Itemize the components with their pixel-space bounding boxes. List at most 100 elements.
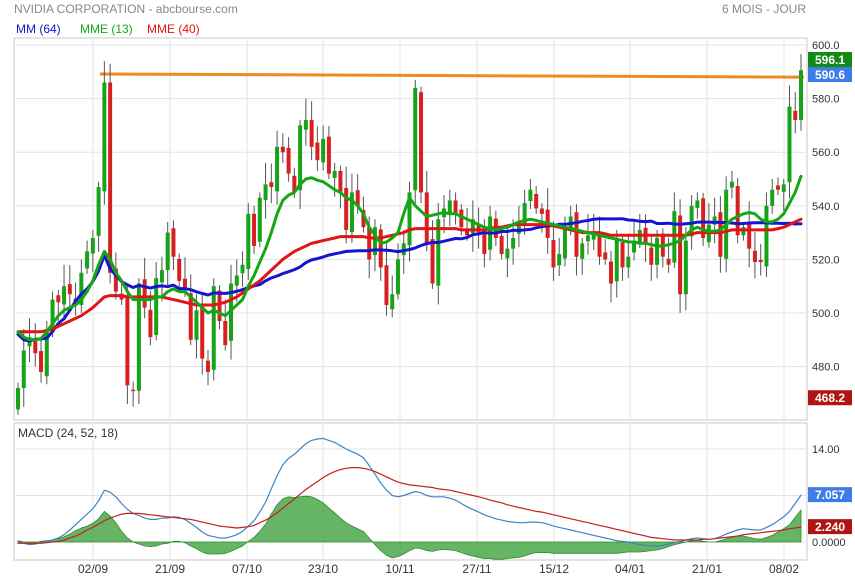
candle-body	[165, 232, 170, 271]
candle	[770, 179, 775, 214]
candle-body	[499, 235, 504, 255]
x-axis: 02/09 21/09 07/10 23/10 10/11 27/11 15/12 04/01…	[78, 562, 799, 576]
candle	[349, 173, 354, 243]
candle	[453, 192, 458, 225]
price-tick-label: 560.0	[812, 147, 840, 159]
x-tick-label: 27/11	[462, 562, 491, 576]
resistance-line	[99, 72, 805, 79]
candle	[470, 200, 475, 252]
candle-body	[620, 242, 625, 268]
candle-body	[534, 194, 539, 209]
candle	[188, 274, 193, 346]
candle	[551, 221, 556, 281]
macd-tag-label: 2.240	[815, 520, 845, 534]
candle	[154, 262, 159, 341]
macd-line	[17, 437, 802, 547]
candle-body	[125, 297, 130, 386]
x-tick-label: 15/12	[539, 562, 569, 576]
candle-body	[580, 243, 585, 259]
candle-body	[205, 360, 210, 372]
candle	[609, 250, 614, 303]
macd-title: MACD (24, 52, 18)	[18, 426, 118, 440]
candle	[298, 120, 303, 210]
candle-body	[154, 278, 159, 335]
candle-body	[562, 229, 567, 259]
candle-body	[747, 222, 752, 249]
candle-body	[96, 187, 101, 236]
candle-body	[39, 351, 44, 372]
candle-body	[413, 87, 418, 191]
candle	[752, 232, 757, 279]
candle	[257, 192, 262, 248]
candle-body	[718, 212, 723, 257]
candle	[309, 101, 314, 161]
candle-body	[390, 294, 395, 310]
candle	[240, 251, 245, 287]
candle-body	[516, 221, 521, 234]
price-tick-label: 500.0	[812, 308, 840, 320]
candle-body	[678, 215, 683, 295]
candle	[165, 221, 170, 287]
candle-body	[787, 106, 792, 183]
x-tick-label: 23/10	[308, 562, 338, 576]
candle-body	[240, 264, 245, 274]
candle	[378, 224, 383, 281]
candle	[678, 199, 683, 313]
candle-body	[614, 237, 619, 282]
candle	[131, 381, 136, 407]
candle-body	[672, 211, 677, 263]
candle-body	[200, 306, 205, 359]
candle-body	[649, 247, 654, 265]
resistance-line-layer	[99, 72, 805, 79]
candle	[326, 125, 331, 179]
candle-body	[344, 188, 349, 230]
candle-body	[378, 229, 383, 268]
candle-body	[407, 192, 412, 246]
candle-body	[275, 146, 280, 192]
candle-body	[476, 223, 481, 233]
candle	[712, 197, 717, 244]
legend-mm64: MM (64)	[16, 22, 61, 36]
candle-body	[758, 259, 763, 263]
candle	[275, 130, 280, 205]
candle	[85, 240, 90, 274]
legend-mme13: MME (13)	[80, 22, 133, 36]
candle	[321, 125, 326, 171]
candle	[263, 162, 268, 219]
candle	[390, 275, 395, 318]
candle	[735, 177, 740, 244]
candle-body	[355, 190, 360, 206]
candle-body	[321, 138, 326, 163]
candle-body	[33, 339, 38, 354]
price-tick-label: 600.0	[812, 40, 840, 52]
candle-body	[372, 227, 377, 256]
candle-body	[701, 198, 706, 238]
candle	[384, 243, 389, 316]
candle	[269, 163, 274, 204]
macd-histogram	[17, 495, 802, 560]
candle	[683, 227, 688, 311]
candle	[21, 329, 26, 407]
candle	[655, 229, 660, 279]
candle	[580, 237, 585, 275]
candle-body	[234, 275, 239, 286]
macd-tag-box	[808, 519, 852, 535]
macd-tick-label: 0.0000	[812, 537, 846, 549]
candle-body	[752, 250, 757, 263]
candle	[729, 170, 734, 199]
price-tag-label: 590.6	[815, 68, 845, 82]
candle	[465, 207, 470, 241]
mme40-line	[16, 217, 803, 334]
candle-body	[557, 254, 562, 266]
candle-body	[683, 240, 688, 295]
candle-body	[349, 192, 354, 233]
x-tick-label: 07/10	[232, 562, 262, 576]
candle	[372, 219, 377, 272]
candle	[234, 259, 239, 302]
candle-body	[332, 170, 337, 178]
candle	[90, 229, 95, 273]
candle-body	[597, 232, 602, 257]
candle-body	[453, 200, 458, 214]
